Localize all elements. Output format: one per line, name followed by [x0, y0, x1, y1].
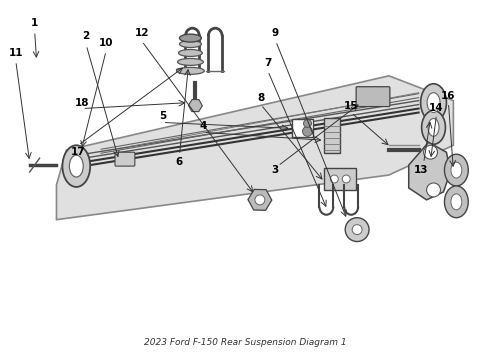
Ellipse shape — [62, 145, 90, 187]
Ellipse shape — [179, 41, 201, 48]
Bar — [324, 118, 340, 153]
Polygon shape — [56, 76, 453, 220]
Ellipse shape — [420, 84, 446, 121]
Circle shape — [345, 218, 369, 242]
Text: 11: 11 — [8, 48, 23, 58]
Text: 1: 1 — [31, 18, 38, 28]
Text: 4: 4 — [199, 121, 207, 131]
Ellipse shape — [177, 58, 203, 66]
Ellipse shape — [428, 118, 439, 136]
Text: 18: 18 — [75, 98, 90, 108]
Text: 2023 Ford F-150 Rear Suspension Diagram 1: 2023 Ford F-150 Rear Suspension Diagram … — [144, 338, 346, 347]
Ellipse shape — [444, 186, 468, 218]
Ellipse shape — [444, 154, 468, 186]
Circle shape — [352, 225, 362, 235]
Bar — [292, 120, 314, 137]
Text: 6: 6 — [175, 157, 182, 167]
Polygon shape — [409, 142, 450, 200]
Circle shape — [255, 195, 265, 205]
Circle shape — [303, 120, 312, 127]
Text: 3: 3 — [271, 165, 278, 175]
Ellipse shape — [179, 34, 201, 42]
Text: 2: 2 — [83, 31, 90, 41]
Text: 10: 10 — [99, 38, 113, 48]
Text: 16: 16 — [441, 91, 456, 101]
Text: 17: 17 — [71, 147, 86, 157]
Text: 9: 9 — [271, 28, 278, 38]
FancyBboxPatch shape — [356, 87, 390, 107]
Ellipse shape — [70, 155, 83, 177]
FancyBboxPatch shape — [115, 152, 135, 166]
Ellipse shape — [427, 93, 440, 113]
Circle shape — [342, 175, 350, 183]
Circle shape — [427, 183, 441, 197]
Circle shape — [302, 126, 313, 136]
Ellipse shape — [178, 50, 202, 57]
Ellipse shape — [451, 194, 462, 210]
Circle shape — [424, 145, 438, 159]
Text: 8: 8 — [257, 93, 265, 103]
Ellipse shape — [451, 162, 462, 178]
Text: 5: 5 — [159, 111, 166, 121]
Ellipse shape — [421, 111, 445, 144]
Text: 12: 12 — [135, 28, 149, 38]
Ellipse shape — [176, 67, 204, 74]
Circle shape — [330, 175, 338, 183]
Text: 14: 14 — [429, 103, 444, 113]
Text: 13: 13 — [414, 165, 428, 175]
Text: 15: 15 — [344, 100, 358, 111]
Text: 7: 7 — [264, 58, 271, 68]
Bar — [324, 168, 356, 190]
